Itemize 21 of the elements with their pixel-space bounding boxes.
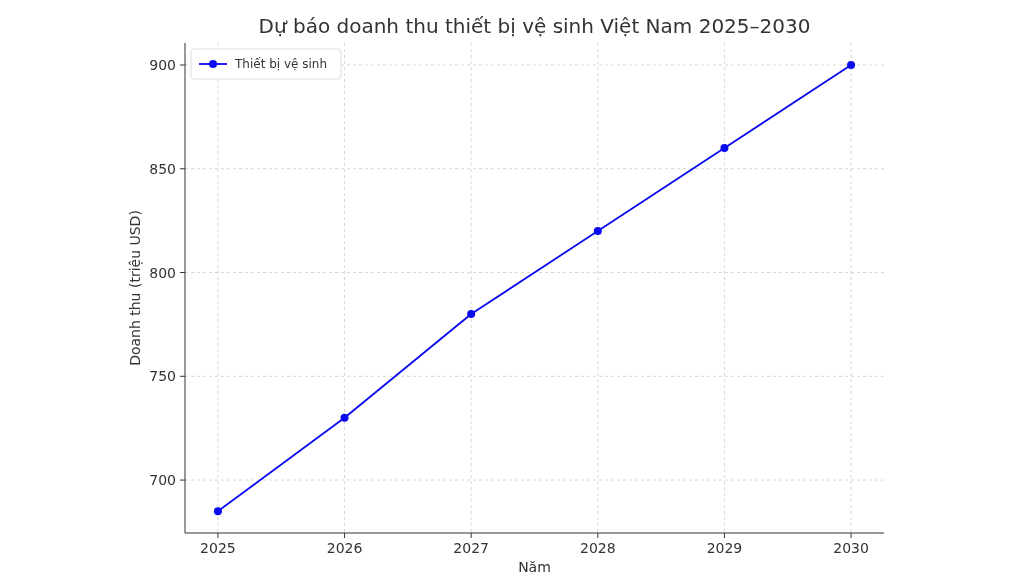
- x-tick-label: 2025: [200, 540, 236, 556]
- point: [467, 310, 476, 319]
- x-tick-label: 2028: [579, 540, 616, 556]
- y-axis-title: Doanh thu (triệu USD): [127, 210, 143, 366]
- x-tick-label: 2026: [326, 540, 363, 556]
- x-tick-label: 2030: [833, 540, 869, 556]
- y-tick-label: 850: [149, 160, 176, 177]
- legend-label: Thiết bị vệ sinh: [234, 57, 328, 71]
- point: [593, 227, 602, 236]
- point: [720, 144, 729, 153]
- y-tick-label: 800: [149, 264, 176, 281]
- x-tick-label: 2027: [453, 540, 490, 556]
- y-tick-label: 900: [149, 57, 176, 73]
- chart-title: Dự báo doanh thu thiết bị vệ sinh Việt Nam 2025–2030: [258, 14, 811, 38]
- y-tick-label: 700: [149, 472, 176, 489]
- point: [340, 413, 349, 422]
- point: [213, 507, 222, 516]
- x-tick-label: 2029: [706, 540, 743, 556]
- y-tick-label: 750: [149, 368, 176, 385]
- x-axis-title: Năm: [518, 559, 551, 575]
- point: [847, 61, 856, 69]
